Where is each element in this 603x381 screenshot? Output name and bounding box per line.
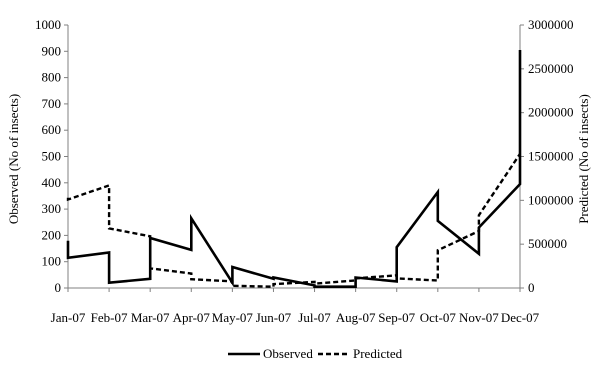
legend-label-observed: Observed bbox=[263, 346, 313, 361]
right-tick-label: 0 bbox=[528, 280, 535, 295]
series-line-predicted bbox=[66, 153, 521, 288]
left-tick-label: 100 bbox=[42, 254, 62, 269]
x-axis-ticks: Jan-07 Feb-07 Mar-07 Apr-07 May-07 Jun-07 Jul-… bbox=[51, 288, 540, 325]
x-tick-label: Mar-07 bbox=[131, 310, 170, 325]
x-tick-label: Oct-07 bbox=[420, 310, 457, 325]
right-tick-label: 3000000 bbox=[528, 17, 574, 32]
right-tick-label: 1000000 bbox=[528, 192, 574, 207]
left-tick-label: 400 bbox=[42, 175, 62, 190]
left-tick-label: 500 bbox=[42, 149, 62, 164]
legend: Observed Predicted bbox=[228, 346, 403, 361]
left-axis-ticks: 0 100 200 300 400 500 600 700 800 900 1000 bbox=[35, 17, 68, 295]
x-tick-label: Dec-07 bbox=[501, 310, 540, 325]
right-tick-label: 2000000 bbox=[528, 105, 574, 120]
left-tick-label: 0 bbox=[55, 280, 62, 295]
x-tick-label: Jan-07 bbox=[51, 310, 86, 325]
left-tick-label: 1000 bbox=[35, 17, 61, 32]
x-tick-label: Jul-07 bbox=[298, 310, 331, 325]
left-tick-label: 700 bbox=[42, 96, 62, 111]
x-tick-label: Apr-07 bbox=[173, 310, 211, 325]
x-tick-label: May-07 bbox=[212, 310, 254, 325]
x-tick-label: Nov-07 bbox=[459, 310, 499, 325]
right-axis-title: Predicted (No of insects) bbox=[576, 94, 591, 224]
right-tick-label: 500000 bbox=[528, 236, 567, 251]
left-tick-label: 300 bbox=[42, 201, 62, 216]
x-tick-label: Feb-07 bbox=[91, 310, 128, 325]
right-tick-label: 1500000 bbox=[528, 149, 574, 164]
x-tick-label: Aug-07 bbox=[336, 310, 376, 325]
right-axis-ticks: 0 500000 1000000 1500000 2000000 2500000 30000… bbox=[520, 17, 574, 295]
right-tick-label: 2500000 bbox=[528, 61, 574, 76]
series-line-observed bbox=[66, 50, 522, 289]
left-tick-label: 900 bbox=[42, 43, 62, 58]
left-axis-title: Observed (No of insects) bbox=[6, 94, 21, 224]
x-tick-label: Jun-07 bbox=[256, 310, 292, 325]
legend-label-predicted: Predicted bbox=[353, 346, 403, 361]
left-tick-label: 200 bbox=[42, 227, 62, 242]
left-tick-label: 800 bbox=[42, 70, 62, 85]
left-tick-label: 600 bbox=[42, 122, 62, 137]
x-tick-label: Sep-07 bbox=[378, 310, 415, 325]
series-layer bbox=[66, 50, 522, 289]
